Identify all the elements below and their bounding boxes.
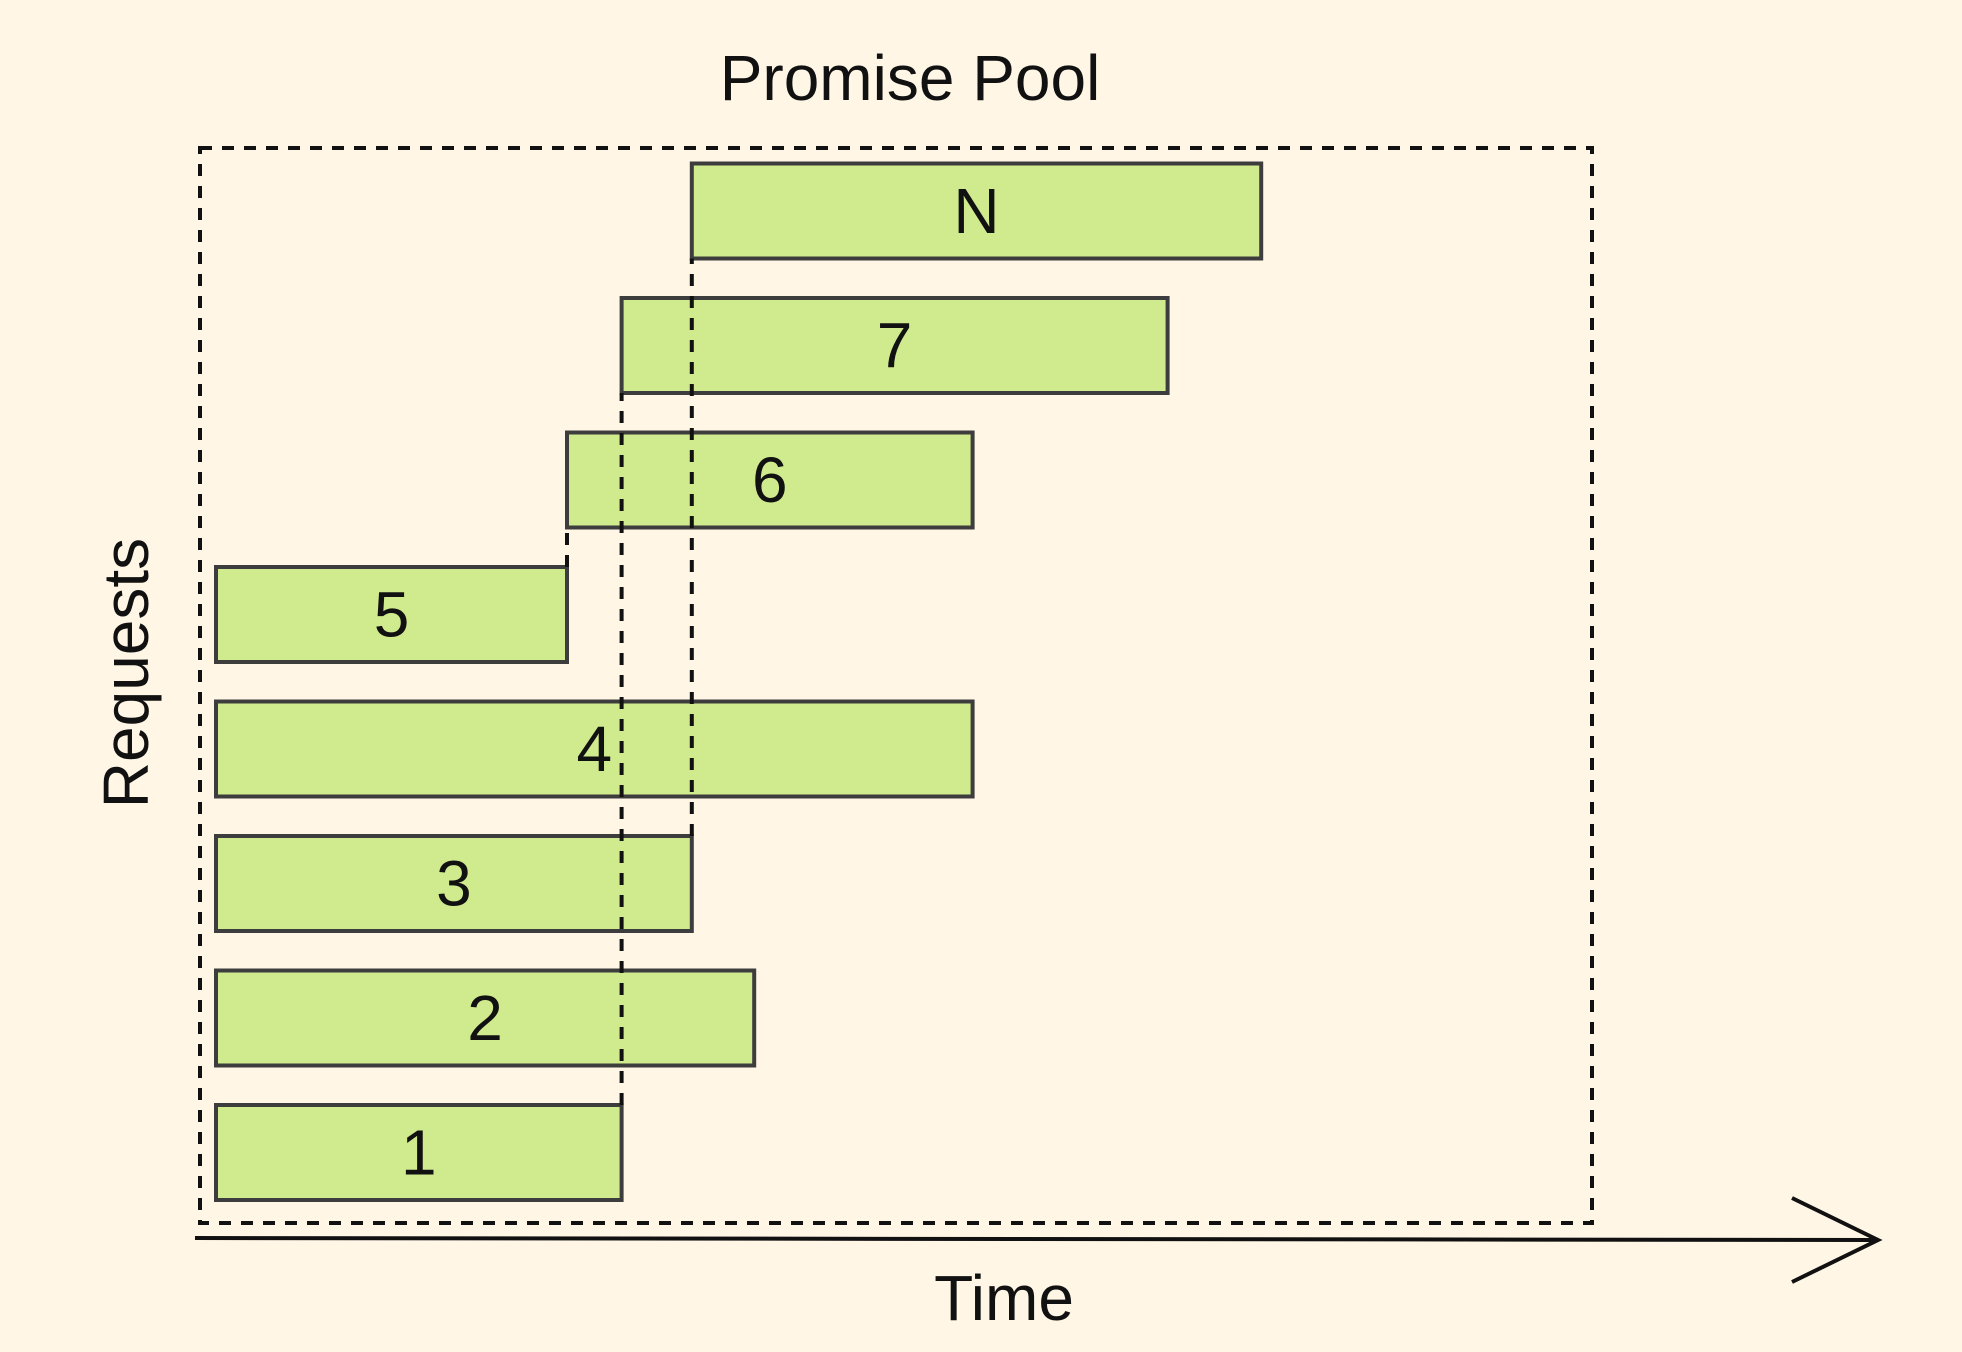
request-bars: 12 3 4 5 6 7N: [214, 161, 1264, 1202]
time-axis: [194, 1196, 1883, 1284]
diagram-title: Promise Pool: [720, 42, 1101, 114]
request-label-3: 3: [436, 848, 472, 920]
request-bar-2: [214, 968, 757, 1068]
request-label-n: N: [953, 175, 999, 247]
request-label-4: 4: [577, 713, 613, 785]
concurrency-connectors: [565, 258, 694, 1105]
request-bar-4: [214, 699, 975, 799]
requests-axis-label: Requests: [90, 538, 162, 808]
time-axis-line: [194, 1236, 1876, 1242]
request-bar-7: [619, 296, 1170, 395]
request-bar-6: [565, 430, 975, 530]
request-bar-1: [214, 1103, 624, 1202]
time-axis-label: Time: [934, 1262, 1074, 1334]
request-label-7: 7: [877, 310, 913, 382]
request-bar-3: [214, 834, 694, 933]
request-label-6: 6: [752, 444, 788, 516]
request-bar-5: [214, 565, 569, 664]
request-label-1: 1: [401, 1117, 437, 1189]
time-axis-arrowhead: [1791, 1196, 1883, 1284]
request-label-2: 2: [467, 982, 503, 1054]
request-label-5: 5: [374, 579, 410, 651]
request-bar-n: [689, 161, 1264, 261]
